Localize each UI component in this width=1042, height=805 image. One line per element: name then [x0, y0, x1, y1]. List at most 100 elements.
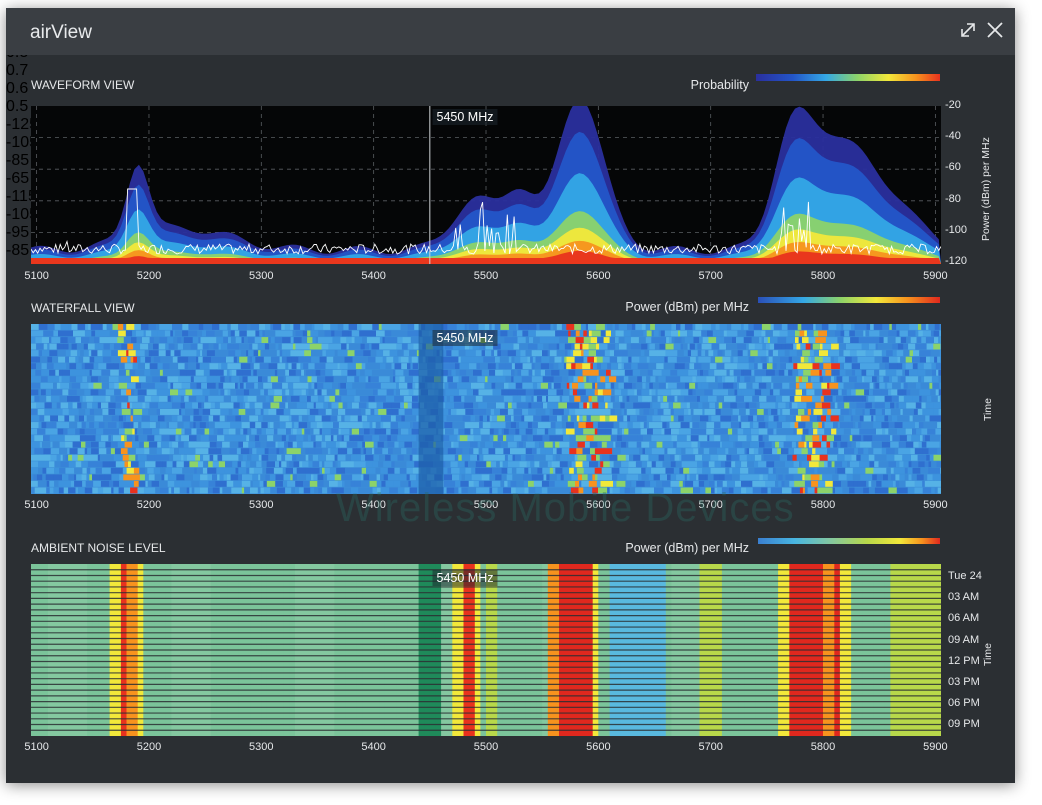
waterfall-row — [31, 409, 941, 415]
probability-layer — [31, 250, 941, 264]
waterfall-row — [31, 402, 941, 409]
ambient-noise-plot[interactable]: 5450 MHz — [31, 564, 941, 736]
waterfall-plot[interactable]: 5450 MHz — [31, 324, 941, 494]
waveform-y-axis-label: Power (dBm) per MHz — [980, 137, 992, 241]
waterfall-row — [31, 474, 941, 481]
x-tick-label: 5900 — [923, 741, 948, 753]
x-tick-label: 5100 — [24, 270, 49, 282]
waterfall-row — [31, 422, 941, 428]
waterfall-row — [31, 330, 941, 337]
waterfall-row — [31, 441, 941, 448]
legend-tick-label: -85 — [6, 242, 30, 259]
expand-icon[interactable] — [957, 19, 979, 41]
x-tick-label: 5300 — [249, 741, 274, 753]
waterfall-row — [31, 428, 941, 435]
legend-tick-label: 0.6 — [6, 80, 29, 97]
waterfall-row — [31, 376, 941, 383]
legend-tick-label: -105 — [6, 134, 39, 151]
x-tick-label: 5400 — [361, 270, 386, 282]
waveform-plot[interactable]: 5450 MHz — [31, 106, 941, 264]
title-bar: airView — [6, 8, 1015, 55]
x-tick-label: 5600 — [586, 741, 611, 753]
x-tick-label: 5600 — [586, 270, 611, 282]
y-tick-label: 03 PM — [948, 676, 980, 688]
waterfall-row — [31, 480, 941, 487]
waterfall-frequency-marker: 5450 MHz — [432, 330, 498, 346]
probability-legend-bar — [756, 74, 940, 81]
y-tick-label: -20 — [945, 99, 961, 111]
waterfall-row — [31, 343, 941, 350]
y-tick-label: 06 AM — [948, 612, 980, 625]
x-tick-label: 5700 — [698, 741, 723, 753]
close-icon[interactable] — [984, 19, 1006, 41]
y-tick-label: -100 — [945, 223, 968, 236]
ambient-noise-label: AMBIENT NOISE LEVEL — [31, 541, 166, 555]
x-tick-label: 5500 — [473, 270, 499, 282]
waterfall-row — [31, 356, 941, 363]
x-tick-label: 5200 — [136, 270, 162, 282]
x-tick-label: 5800 — [810, 499, 836, 511]
frequency-marker-band — [418, 324, 444, 494]
waterfall-row — [31, 415, 941, 422]
waterfall-legend-title: Power (dBm) per MHz — [625, 300, 749, 314]
ambient-frequency-marker: 5450 MHz — [432, 570, 498, 586]
waterfall-row — [31, 435, 941, 442]
waveform-frequency-marker: 5450 MHz — [432, 109, 498, 125]
ambient-legend-ticks: -115 -105 -95 -85 — [6, 188, 1015, 260]
y-tick-label: -120 — [945, 255, 968, 267]
legend-tick-label: -115 — [6, 188, 37, 205]
x-tick-label: 5700 — [698, 499, 723, 511]
waterfall-row — [31, 324, 941, 330]
waterfall-row — [31, 389, 941, 396]
legend-tick-label: 0.5 — [6, 98, 29, 115]
x-tick-label: 5300 — [249, 499, 274, 511]
ambient-y-axis-label: Time — [982, 643, 994, 666]
x-tick-label: 5400 — [361, 741, 386, 753]
airview-window: airView WAVEFORM VIEW Probability 10.90 — [6, 8, 1015, 783]
y-tick-label: 12 PM — [948, 654, 980, 667]
x-tick-label: 5400 — [361, 499, 386, 511]
x-tick-label: 5200 — [136, 499, 162, 511]
y-tick-label: 09 AM — [948, 633, 980, 646]
window-title: airView — [30, 22, 92, 43]
legend-tick-label: 0.7 — [6, 62, 29, 79]
x-tick-label: 5500 — [473, 499, 499, 511]
waterfall-row — [31, 382, 941, 389]
x-tick-label: 5700 — [698, 270, 723, 282]
x-tick-label: 5600 — [586, 499, 611, 511]
waterfall-legend-bar — [758, 297, 940, 303]
legend-tick-label: -105 — [6, 206, 39, 223]
x-tick-label: 5200 — [136, 741, 162, 753]
waterfall-row — [31, 454, 941, 461]
y-tick-label: 03 AM — [948, 591, 980, 604]
x-tick-label: 5300 — [249, 270, 274, 282]
y-tick-label: -40 — [945, 130, 961, 143]
ambient-legend-bar — [758, 538, 940, 544]
x-tick-label: 5900 — [923, 499, 948, 511]
y-tick-label: -60 — [945, 161, 961, 174]
x-tick-label: 5800 — [810, 741, 836, 753]
y-tick-label: 06 PM — [948, 697, 980, 710]
legend-tick-label: -85 — [6, 152, 30, 169]
waterfall-row — [31, 395, 941, 402]
y-tick-label: 09 PM — [948, 718, 980, 731]
live-trace — [31, 188, 941, 256]
waterfall-row — [31, 369, 941, 376]
waterfall-row — [31, 467, 941, 474]
legend-tick-label: -125 — [6, 116, 39, 133]
waterfall-row — [31, 363, 941, 370]
ambient-legend-title: Power (dBm) per MHz — [625, 541, 749, 555]
waterfall-view-label: WATERFALL VIEW — [31, 301, 135, 315]
x-tick-label: 5500 — [473, 741, 499, 753]
y-tick-label: Tue 24 — [948, 570, 982, 582]
x-tick-label: 5100 — [24, 499, 49, 511]
y-tick-label: -80 — [945, 192, 961, 205]
legend-tick-label: -65 — [6, 170, 30, 187]
waveform-view-label: WAVEFORM VIEW — [31, 78, 135, 92]
waterfall-legend-ticks: -125 -105 -85 -65 — [6, 116, 1015, 188]
x-tick-label: 5800 — [810, 270, 836, 282]
waterfall-row — [31, 461, 941, 468]
waterfall-row — [31, 350, 941, 357]
x-tick-label: 5900 — [923, 270, 948, 282]
probability-legend-title: Probability — [690, 78, 749, 92]
